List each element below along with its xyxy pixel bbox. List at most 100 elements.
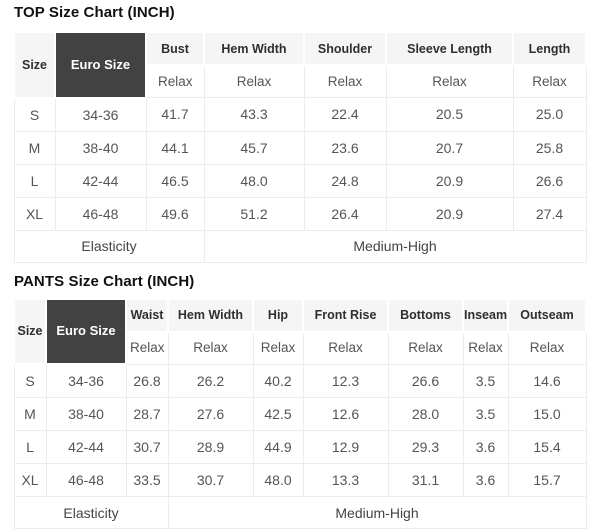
table-row-s: S 34-36 26.8 26.2 40.2 12.3 26.6 3.5 14.… <box>14 364 586 398</box>
table-row-xl: XL 46-48 33.5 30.7 48.0 13.3 31.1 3.6 15… <box>14 464 586 497</box>
top-header-row: Size Euro Size Bust Hem Width Shoulder S… <box>14 32 586 65</box>
fit-type-cell: Relax <box>253 332 303 365</box>
measurement-cell: 22.4 <box>304 98 386 132</box>
measurement-cell: 15.4 <box>508 431 586 464</box>
pants-size-table: Size Euro Size Waist Hem Width Hip Front… <box>13 298 587 529</box>
measurement-cell: 29.3 <box>388 431 463 464</box>
measurement-cell: 46.5 <box>146 164 204 197</box>
column-header-waist: Waist <box>126 299 168 332</box>
measurement-cell: 20.7 <box>386 131 513 164</box>
measurement-cell: 24.8 <box>304 164 386 197</box>
measurement-cell: 42.5 <box>253 398 303 431</box>
measurement-cell: 15.0 <box>508 398 586 431</box>
measurement-cell: 28.0 <box>388 398 463 431</box>
column-header-length: Length <box>513 32 586 65</box>
measurement-cell: 25.8 <box>513 131 586 164</box>
measurement-cell: 20.9 <box>386 164 513 197</box>
fit-type-cell: Relax <box>126 332 168 365</box>
fit-type-cell: Relax <box>513 65 586 98</box>
pants-chart-title: PANTS Size Chart (INCH) <box>14 272 600 291</box>
column-header-bust: Bust <box>146 32 204 65</box>
column-header-front-rise: Front Rise <box>303 299 388 332</box>
measurement-cell: 14.6 <box>508 364 586 398</box>
euro-size-cell: 46-48 <box>46 464 126 497</box>
measurement-cell: 20.5 <box>386 98 513 132</box>
fit-type-cell: Relax <box>388 332 463 365</box>
measurement-cell: 45.7 <box>204 131 304 164</box>
elasticity-row: Elasticity Medium-High <box>14 497 586 529</box>
elasticity-value: Medium-High <box>168 497 586 529</box>
measurement-cell: 12.9 <box>303 431 388 464</box>
size-cell: L <box>14 164 55 197</box>
measurement-cell: 3.6 <box>463 464 508 497</box>
table-row-l: L 42-44 30.7 28.9 44.9 12.9 29.3 3.6 15.… <box>14 431 586 464</box>
measurement-cell: 28.9 <box>168 431 253 464</box>
euro-size-cell: 34-36 <box>55 98 146 132</box>
measurement-cell: 26.8 <box>126 364 168 398</box>
size-column-header: Size <box>14 299 46 365</box>
table-row-s: S 34-36 41.7 43.3 22.4 20.5 25.0 <box>14 98 586 132</box>
size-cell: M <box>14 398 46 431</box>
measurement-cell: 26.2 <box>168 364 253 398</box>
measurement-cell: 27.6 <box>168 398 253 431</box>
table-row-l: L 42-44 46.5 48.0 24.8 20.9 26.6 <box>14 164 586 197</box>
size-cell: M <box>14 131 55 164</box>
fit-type-cell: Relax <box>204 65 304 98</box>
measurement-cell: 40.2 <box>253 364 303 398</box>
column-header-sleeve-length: Sleeve Length <box>386 32 513 65</box>
euro-size-cell: 34-36 <box>46 364 126 398</box>
top-size-table: Size Euro Size Bust Hem Width Shoulder S… <box>13 31 587 263</box>
fit-type-cell: Relax <box>463 332 508 365</box>
elasticity-label: Elasticity <box>14 497 168 529</box>
top-chart-title: TOP Size Chart (INCH) <box>14 3 600 22</box>
measurement-cell: 33.5 <box>126 464 168 497</box>
elasticity-value: Medium-High <box>204 230 586 262</box>
column-header-hip: Hip <box>253 299 303 332</box>
fit-type-cell: Relax <box>303 332 388 365</box>
measurement-cell: 44.9 <box>253 431 303 464</box>
table-row-m: M 38-40 44.1 45.7 23.6 20.7 25.8 <box>14 131 586 164</box>
euro-size-cell: 42-44 <box>46 431 126 464</box>
euro-size-cell: 42-44 <box>55 164 146 197</box>
column-header-hem-width: Hem Width <box>168 299 253 332</box>
measurement-cell: 48.0 <box>253 464 303 497</box>
measurement-cell: 48.0 <box>204 164 304 197</box>
fit-type-cell: Relax <box>168 332 253 365</box>
fit-type-cell: Relax <box>304 65 386 98</box>
measurement-cell: 3.5 <box>463 398 508 431</box>
euro-size-column-header: Euro Size <box>55 32 146 98</box>
measurement-cell: 12.3 <box>303 364 388 398</box>
size-cell: L <box>14 431 46 464</box>
fit-type-cell: Relax <box>386 65 513 98</box>
size-cell: S <box>14 98 55 132</box>
measurement-cell: 26.6 <box>513 164 586 197</box>
measurement-cell: 3.5 <box>463 364 508 398</box>
measurement-cell: 13.3 <box>303 464 388 497</box>
column-header-shoulder: Shoulder <box>304 32 386 65</box>
euro-size-cell: 46-48 <box>55 197 146 230</box>
measurement-cell: 44.1 <box>146 131 204 164</box>
measurement-cell: 41.7 <box>146 98 204 132</box>
measurement-cell: 3.6 <box>463 431 508 464</box>
column-header-outseam: Outseam <box>508 299 586 332</box>
table-row-xl: XL 46-48 49.6 51.2 26.4 20.9 27.4 <box>14 197 586 230</box>
measurement-cell: 20.9 <box>386 197 513 230</box>
pants-header-row: Size Euro Size Waist Hem Width Hip Front… <box>14 299 586 332</box>
measurement-cell: 15.7 <box>508 464 586 497</box>
measurement-cell: 23.6 <box>304 131 386 164</box>
measurement-cell: 43.3 <box>204 98 304 132</box>
measurement-cell: 49.6 <box>146 197 204 230</box>
size-cell: XL <box>14 464 46 497</box>
measurement-cell: 30.7 <box>168 464 253 497</box>
column-header-hem-width: Hem Width <box>204 32 304 65</box>
elasticity-row: Elasticity Medium-High <box>14 230 586 262</box>
measurement-cell: 27.4 <box>513 197 586 230</box>
size-column-header: Size <box>14 32 55 98</box>
size-cell: S <box>14 364 46 398</box>
measurement-cell: 26.6 <box>388 364 463 398</box>
measurement-cell: 51.2 <box>204 197 304 230</box>
measurement-cell: 12.6 <box>303 398 388 431</box>
measurement-cell: 31.1 <box>388 464 463 497</box>
measurement-cell: 30.7 <box>126 431 168 464</box>
